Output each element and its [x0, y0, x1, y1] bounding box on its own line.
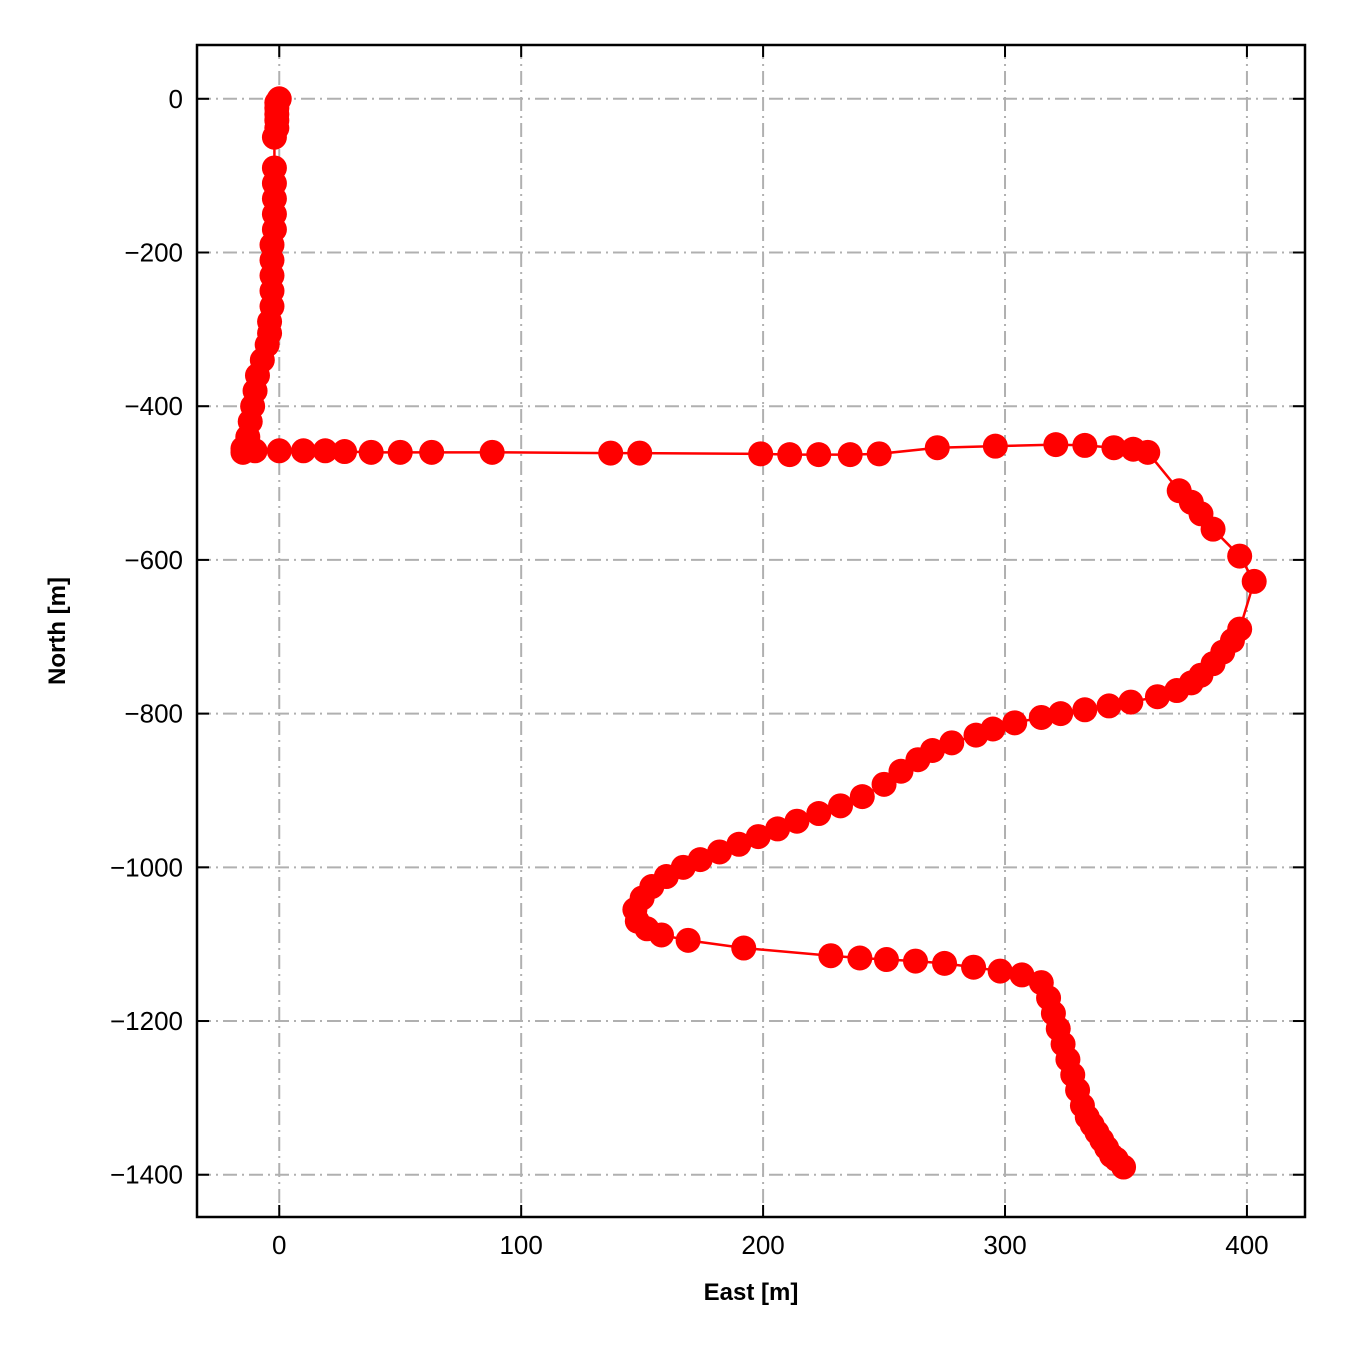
data-point — [784, 808, 810, 834]
data-point — [358, 439, 384, 465]
x-tick-label: 200 — [741, 1230, 784, 1260]
data-point — [242, 438, 268, 464]
y-tick-label: −1400 — [110, 1160, 183, 1190]
data-point — [871, 771, 897, 797]
data-point — [731, 935, 757, 961]
data-point — [675, 927, 701, 953]
data-point — [1002, 710, 1028, 736]
data-point — [1028, 704, 1054, 730]
data-point — [982, 433, 1008, 459]
data-point — [1241, 568, 1267, 594]
data-point — [261, 124, 287, 150]
y-tick-label: −600 — [124, 545, 183, 575]
data-point — [419, 439, 445, 465]
data-point — [1072, 432, 1098, 458]
data-point — [748, 441, 774, 467]
data-point — [1118, 689, 1144, 715]
data-point — [837, 442, 863, 468]
data-point — [1096, 693, 1122, 719]
y-tick-label: −200 — [124, 238, 183, 268]
data-point — [1144, 684, 1170, 710]
data-point — [745, 824, 771, 850]
data-point — [627, 440, 653, 466]
data-point — [479, 439, 505, 465]
data-point — [818, 943, 844, 969]
plot-frame — [195, 43, 1307, 1219]
data-point — [888, 758, 914, 784]
y-tick-label: −400 — [124, 391, 183, 421]
data-point — [924, 435, 950, 461]
series-layer — [230, 86, 1267, 1180]
data-point — [1009, 962, 1035, 988]
data-point — [828, 793, 854, 819]
data-point — [332, 439, 358, 465]
data-point — [1227, 543, 1253, 569]
x-axis-label: East [m] — [704, 1279, 799, 1306]
data-point — [648, 922, 674, 948]
data-point — [1135, 439, 1161, 465]
data-point — [312, 438, 338, 464]
y-tick-label: −1200 — [110, 1006, 183, 1036]
data-point — [939, 730, 965, 756]
data-point — [387, 439, 413, 465]
data-point — [1072, 697, 1098, 723]
data-point — [1200, 516, 1226, 542]
ticks: 0 100 200 300 400 0 −200 −400 −600 −800 −1000 −1200… — [110, 45, 1305, 1260]
x-tick-label: 400 — [1225, 1230, 1268, 1260]
data-point — [777, 442, 803, 468]
data-point — [806, 442, 832, 468]
data-point — [290, 438, 316, 464]
y-tick-label: −1000 — [110, 852, 183, 882]
data-point — [1048, 701, 1074, 727]
data-point — [765, 816, 791, 842]
data-point — [707, 839, 733, 865]
y-axis-label: North [m] — [44, 577, 71, 685]
data-point — [598, 440, 624, 466]
data-point — [1043, 432, 1069, 458]
data-point — [903, 948, 929, 974]
data-point — [932, 950, 958, 976]
grid — [197, 45, 1305, 1217]
x-tick-label: 300 — [983, 1230, 1026, 1260]
x-tick-label: 0 — [272, 1230, 286, 1260]
y-tick-label: 0 — [169, 84, 183, 114]
data-point — [961, 954, 987, 980]
data-point — [866, 441, 892, 467]
data-point — [849, 784, 875, 810]
data-point — [266, 438, 292, 464]
data-point — [963, 722, 989, 748]
data-point — [806, 801, 832, 827]
data-point — [987, 958, 1013, 984]
data-point — [1164, 678, 1190, 704]
data-point — [847, 945, 873, 971]
data-point — [873, 947, 899, 973]
data-point — [1111, 1154, 1137, 1180]
data-point — [726, 831, 752, 857]
x-tick-label: 100 — [499, 1230, 542, 1260]
data-point — [1101, 435, 1127, 461]
y-tick-label: −800 — [124, 699, 183, 729]
